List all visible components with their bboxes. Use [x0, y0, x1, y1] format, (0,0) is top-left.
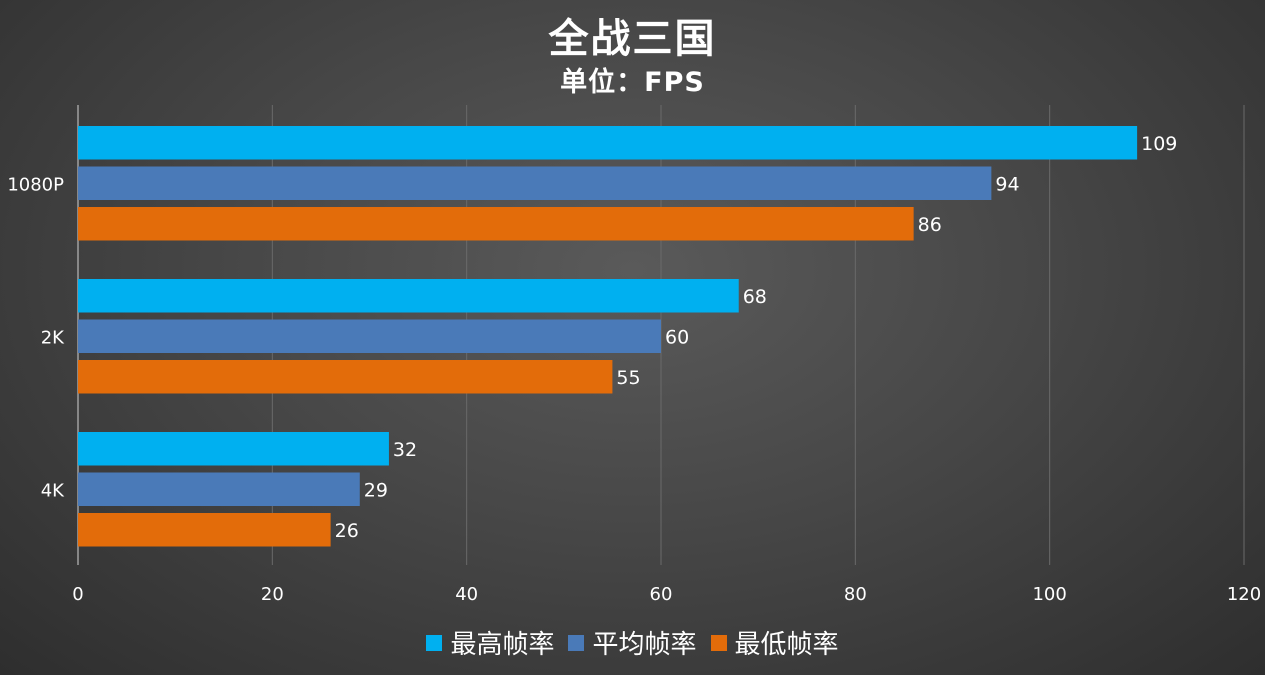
data-label: 109	[1141, 133, 1177, 155]
x-tick-label: 40	[455, 584, 478, 605]
legend-label-avg: 平均帧率	[592, 630, 697, 660]
bar-max	[78, 126, 1138, 160]
bar-min	[78, 513, 331, 547]
x-tick-label: 0	[72, 584, 83, 605]
bar-avg	[78, 319, 661, 353]
bar-max	[78, 432, 389, 466]
x-tick-label: 100	[1032, 584, 1066, 605]
x-tick-label: 80	[844, 584, 867, 605]
data-label: 94	[995, 173, 1019, 195]
legend-swatch-max	[426, 634, 443, 651]
data-label: 26	[335, 520, 359, 542]
y-category-label: 2K	[41, 327, 65, 348]
data-label: 32	[393, 439, 417, 461]
bar-min	[78, 360, 613, 394]
legend-item-max: 最高帧率	[426, 624, 554, 661]
data-label: 86	[918, 214, 942, 236]
chart-subtitle: 单位：FPS	[560, 67, 705, 98]
data-label: 60	[665, 326, 689, 348]
legend-label-min: 最低帧率	[734, 630, 839, 660]
y-category-label: 1080P	[7, 174, 64, 195]
legend-swatch-avg	[568, 634, 585, 651]
x-tick-label: 120	[1227, 584, 1261, 605]
data-label: 29	[364, 479, 388, 501]
bar-avg	[78, 166, 992, 200]
legend: 最高帧率 平均帧率 最低帧率	[0, 624, 1265, 661]
y-category-label: 4K	[41, 480, 65, 501]
bar-avg	[78, 472, 360, 506]
legend-item-min: 最低帧率	[710, 624, 839, 661]
legend-item-avg: 平均帧率	[568, 624, 697, 661]
x-tick-label: 60	[650, 584, 673, 605]
x-tick-label: 20	[261, 584, 284, 605]
legend-swatch-min	[710, 634, 727, 651]
bar-min	[78, 207, 914, 241]
legend-label-max: 最高帧率	[450, 630, 555, 660]
data-label: 68	[743, 286, 767, 308]
bar-chart: 0 20 40 60 80 100 1201080P10994862K6860554K322…	[7, 105, 1261, 605]
chart-title: 全战三国	[548, 16, 717, 62]
bar-max	[78, 279, 739, 313]
data-label: 55	[616, 367, 640, 389]
